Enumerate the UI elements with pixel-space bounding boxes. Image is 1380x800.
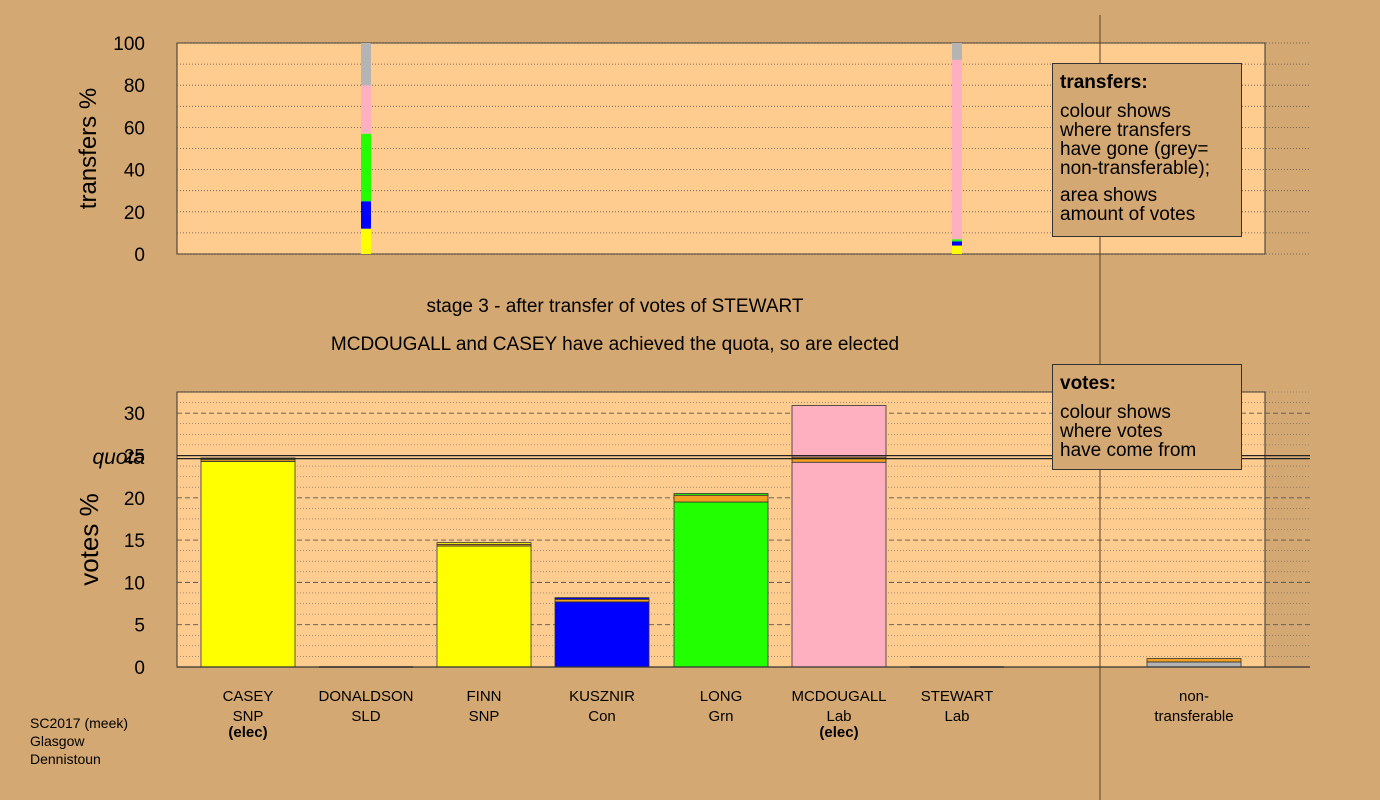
x-label-name-mcdougall: MCDOUGALL: [791, 688, 886, 705]
votes-legend-line: have come from: [1060, 440, 1197, 461]
x-label-name-donaldson: DONALDSON: [318, 688, 413, 705]
transfers-legend-line: non-transferable);: [1060, 158, 1210, 179]
transfers-y-tick-label: 60: [124, 118, 145, 139]
transfers-legend-heading: transfers:: [1060, 72, 1148, 93]
transfer-segment-donaldson-lab: [361, 85, 371, 134]
votes-legend: votes: colour shows where votes have com…: [1052, 364, 1242, 470]
x-label-party-mcdougall: Lab: [826, 708, 851, 725]
bar-long-prev: [673, 493, 769, 496]
x-label-party-stewart: Lab: [944, 708, 969, 725]
votes-y-tick-label: 25: [124, 446, 145, 467]
votes-legend-line: colour shows: [1060, 402, 1171, 423]
transfers-y-tick-label: 100: [113, 34, 145, 55]
votes-y-tick-label: 15: [124, 531, 145, 552]
votes-y-tick-label: 30: [124, 404, 145, 425]
transfer-segment-donaldson-nontransferable: [361, 43, 371, 86]
transfers-legend: transfers: colour shows where transfers …: [1052, 63, 1242, 237]
bar-long-inflow: [673, 494, 769, 503]
quota-label: quota: [92, 446, 145, 469]
x-label-name-stewart: STEWART: [921, 688, 994, 705]
transfers-y-tick-label: 80: [124, 76, 145, 97]
bar-mcdougall-inflow: [791, 456, 887, 463]
transfer-segment-stewart-snp: [952, 245, 962, 254]
x-label-party-donaldson: SLD: [351, 708, 380, 725]
transfer-segment-donaldson-con: [361, 201, 371, 229]
bar-finn-prev: [436, 542, 532, 545]
transfers-legend-line: colour shows: [1060, 101, 1171, 122]
transfer-segment-stewart-con: [952, 241, 962, 246]
bar-kusznir-prev: [554, 597, 650, 600]
bar-nontransferable-base: [1146, 661, 1242, 668]
votes-legend-heading: votes:: [1060, 373, 1116, 394]
transfer-segment-stewart-grn: [952, 239, 962, 242]
transfers-y-tick-label: 40: [124, 161, 145, 182]
transfers-legend-line: area shows: [1060, 185, 1158, 206]
footer-election: SC2017 (meek): [30, 715, 129, 731]
x-label-elected-mcdougall: (elec): [819, 724, 858, 741]
bar-mcdougall-prev: [791, 405, 887, 458]
votes-y-tick-label: 5: [134, 616, 145, 637]
x-label-nontransferable-2: transferable: [1154, 708, 1233, 725]
votes-y-tick-label: 0: [134, 658, 145, 679]
bar-nontransferable-inflow: [1146, 658, 1242, 663]
transfers-y-tick-label: 0: [134, 245, 145, 266]
footer-council: Glasgow: [30, 733, 85, 749]
x-label-party-casey: SNP: [233, 708, 264, 725]
transfers-legend-line: have gone (grey=: [1060, 139, 1209, 160]
footer-ward: Dennistoun: [30, 751, 101, 767]
votes-y-axis-label: votes %: [74, 493, 104, 586]
votes-y-tick-label: 20: [124, 489, 145, 510]
votes-y-tick-label: 10: [124, 573, 145, 594]
bar-kusznir-base: [554, 601, 650, 668]
transfer-segment-donaldson-grn: [361, 133, 371, 202]
stage-subtitle: MCDOUGALL and CASEY have achieved the qu…: [330, 334, 900, 355]
stage-title: stage 3 - after transfer of votes of STE…: [426, 296, 804, 317]
transfer-segment-stewart-nontransferable: [952, 43, 962, 60]
x-label-party-kusznir: Con: [588, 708, 616, 725]
transfers-legend-line: where transfers: [1060, 120, 1191, 141]
bar-finn-base: [436, 545, 532, 668]
transfers-legend-line: amount of votes: [1060, 204, 1196, 225]
transfers-y-axis-label: transfers %: [75, 88, 102, 209]
transfers-y-tick-label: 20: [124, 203, 145, 224]
x-label-elected-casey: (elec): [228, 724, 267, 741]
x-label-party-long: Grn: [708, 708, 733, 725]
x-label-party-finn: SNP: [469, 708, 500, 725]
x-label-name-kusznir: KUSZNIR: [569, 688, 635, 705]
votes-legend-line: where votes: [1060, 421, 1163, 442]
bar-mcdougall-base: [791, 461, 887, 668]
x-label-name-long: LONG: [700, 688, 743, 705]
bar-long-base: [673, 501, 769, 668]
footer-info: SC2017 (meek) Glasgow Dennistoun: [30, 714, 128, 768]
x-label-name-finn: FINN: [467, 688, 502, 705]
x-label-nontransferable-1: non-: [1179, 688, 1209, 705]
transfer-segment-stewart-lab: [952, 59, 962, 240]
transfer-segment-donaldson-snp: [361, 228, 371, 254]
bar-casey-base: [200, 460, 296, 668]
x-label-name-casey: CASEY: [223, 688, 274, 705]
